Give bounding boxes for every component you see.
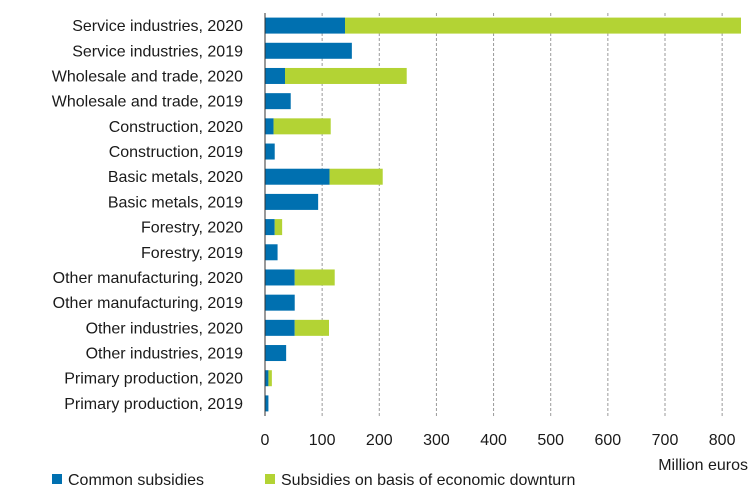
legend-swatch-downturn (265, 474, 275, 484)
bar-downturn-4 (273, 118, 331, 135)
category-label: Primary production, 2019 (64, 396, 243, 413)
category-label: Construction, 2020 (109, 119, 243, 136)
category-label: Basic metals, 2020 (108, 169, 243, 186)
x-tick-label: 800 (709, 432, 736, 449)
bar-common-1 (265, 42, 352, 59)
category-label: Wholesale and trade, 2019 (52, 94, 243, 111)
x-tick-label: 300 (423, 432, 450, 449)
category-label: Service industries, 2019 (72, 43, 243, 60)
bar-downturn-6 (329, 168, 383, 185)
legend-item-common: Common subsidies (52, 472, 204, 488)
bar-common-14 (265, 370, 269, 387)
category-label: Forestry, 2019 (141, 245, 243, 262)
bar-common-10 (265, 269, 295, 286)
legend-label-common: Common subsidies (68, 472, 204, 488)
legend: Common subsidies Subsidies on basis of e… (52, 472, 575, 488)
category-label: Basic metals, 2019 (108, 194, 243, 211)
x-axis-title: Million euros (658, 457, 748, 474)
category-label: Service industries, 2020 (72, 18, 243, 35)
category-label: Construction, 2019 (109, 144, 243, 161)
bar-downturn-8 (274, 219, 283, 236)
bar-common-2 (265, 67, 285, 84)
bar-common-3 (265, 93, 291, 110)
x-tick-label: 500 (537, 432, 564, 449)
category-label: Primary production, 2020 (64, 371, 243, 388)
bar-downturn-10 (294, 269, 335, 286)
bar-common-12 (265, 319, 295, 336)
category-label: Wholesale and trade, 2020 (52, 68, 243, 85)
bar-downturn-12 (294, 319, 329, 336)
bar-downturn-14 (268, 370, 272, 387)
bar-common-9 (265, 244, 278, 261)
bar-common-8 (265, 219, 275, 236)
bar-common-11 (265, 294, 295, 311)
bar-downturn-2 (285, 67, 407, 84)
bar-common-7 (265, 193, 319, 210)
category-label: Other industries, 2019 (86, 346, 244, 363)
x-tick-label: 0 (261, 432, 270, 449)
bars (265, 17, 741, 412)
bar-common-5 (265, 143, 275, 160)
x-tick-label: 700 (652, 432, 679, 449)
x-tick-label: 100 (309, 432, 336, 449)
category-label: Forestry, 2020 (141, 220, 243, 237)
bar-common-13 (265, 345, 287, 362)
category-label: Other industries, 2020 (86, 320, 244, 337)
bar-common-4 (265, 118, 274, 135)
x-tick-label: 600 (595, 432, 622, 449)
legend-label-downturn: Subsidies on basis of economic downturn (281, 472, 575, 488)
legend-swatch-common (52, 474, 62, 484)
category-label: Other manufacturing, 2020 (53, 270, 243, 287)
x-tick-label: 400 (480, 432, 507, 449)
bar-common-15 (265, 395, 269, 412)
bar-downturn-0 (345, 17, 741, 34)
category-label: Other manufacturing, 2019 (53, 295, 243, 312)
legend-item-downturn: Subsidies on basis of economic downturn (265, 472, 575, 488)
category-labels: Service industries, 2020 Service industri… (52, 18, 243, 413)
bar-common-6 (265, 168, 330, 185)
x-tick-label: 200 (366, 432, 393, 449)
bar-common-0 (265, 17, 345, 34)
x-tick-labels: 0 100 200 300 400 500 600 700 800 (261, 432, 736, 449)
